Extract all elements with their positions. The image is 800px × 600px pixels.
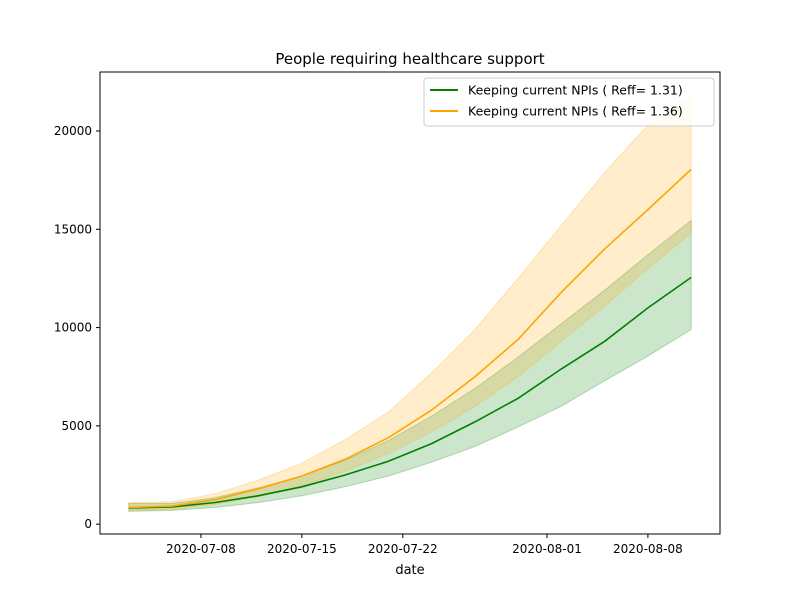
y-tick-label: 15000 <box>54 222 92 236</box>
legend: Keeping current NPIs ( Reff= 1.31) Keepin… <box>423 77 715 127</box>
plot-frame <box>99 71 721 535</box>
x-tick-label: 2020-07-15 <box>267 542 337 556</box>
series-2-line <box>128 168 692 509</box>
series-1-line <box>128 276 692 509</box>
y-tick-label: 5000 <box>61 419 92 433</box>
y-tick-label: 0 <box>84 517 92 531</box>
legend-label: Keeping current NPIs ( Reff= 1.31) <box>468 83 683 98</box>
y-axis-ticks: 0 5000 10000 15000 20000 <box>54 124 100 531</box>
x-tick-label: 2020-07-08 <box>166 542 236 556</box>
x-tick-label: 2020-07-22 <box>368 542 438 556</box>
confidence-bands <box>128 96 692 512</box>
x-axis-label: date <box>395 563 424 578</box>
x-tick-label: 2020-08-08 <box>613 542 683 556</box>
y-tick-label: 20000 <box>54 124 92 138</box>
y-tick-label: 10000 <box>54 321 92 335</box>
chart-title: People requiring healthcare support <box>275 50 544 68</box>
x-axis-ticks: 2020-07-08 2020-07-15 2020-07-22 2020-08-01… <box>166 534 683 556</box>
series-lines <box>128 168 692 509</box>
legend-box <box>423 77 715 127</box>
legend-label: Keeping current NPIs ( Reff= 1.36) <box>468 104 683 119</box>
x-tick-label: 2020-08-01 <box>512 542 582 556</box>
